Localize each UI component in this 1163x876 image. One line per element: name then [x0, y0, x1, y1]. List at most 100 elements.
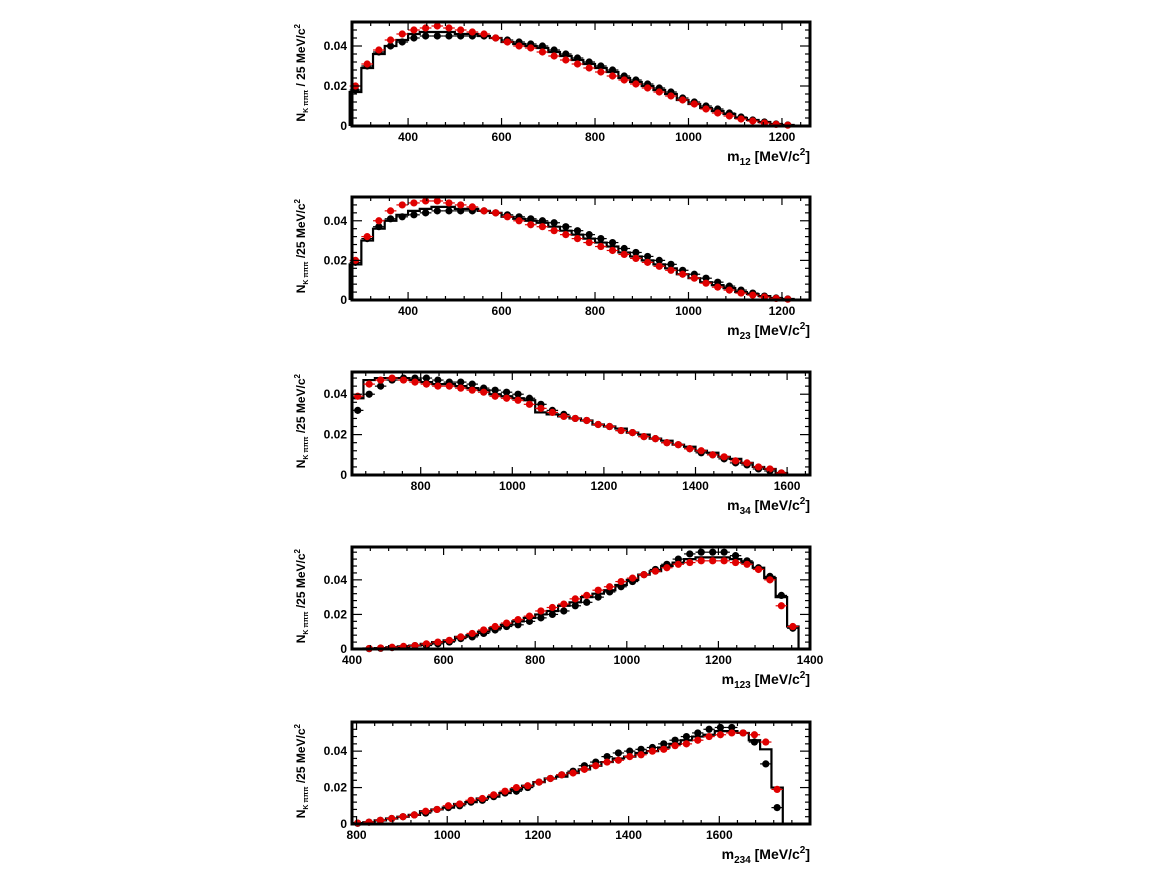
model-point: [725, 286, 733, 294]
data-point: [562, 50, 570, 58]
model-point: [525, 400, 534, 408]
data-point: [538, 217, 547, 225]
model-point: [597, 68, 605, 76]
model-point: [377, 376, 385, 384]
data-point: [608, 66, 617, 74]
model-point: [457, 384, 465, 392]
model-point: [433, 197, 441, 205]
model-point: [571, 414, 579, 423]
model-point: [777, 602, 785, 610]
model-point: [562, 56, 570, 64]
model-point: [679, 96, 687, 104]
panel-4: 400 600 800 1000 1200 1400 0 0.02 0.04 m123 [MeV/…: [293, 545, 824, 691]
model-point: [422, 640, 431, 648]
x-tick-label: 1000: [499, 479, 526, 493]
model-point: [702, 105, 710, 113]
model-point: [548, 603, 556, 612]
data-point: [597, 234, 605, 243]
model-point: [457, 26, 465, 34]
data-point: [716, 723, 725, 732]
model-point: [514, 396, 522, 404]
data-point: [709, 548, 717, 556]
data-point: [705, 725, 713, 733]
model-point: [468, 28, 476, 36]
model-point: [614, 756, 623, 764]
model-point: [480, 207, 488, 215]
model-point: [410, 199, 418, 207]
y-axis-label-sup: 2: [293, 723, 302, 728]
y-tick-label: 0.04: [324, 387, 348, 401]
data-point: [538, 42, 547, 50]
x-tick-label: 1600: [706, 828, 733, 842]
data-point: [620, 244, 628, 253]
model-point: [422, 807, 430, 815]
model-point: [422, 24, 430, 32]
model-point: [515, 42, 523, 50]
y-tick-label: 0.02: [324, 79, 348, 93]
data-point: [585, 231, 593, 239]
x-tick-label: 600: [492, 304, 512, 318]
data-point: [386, 215, 395, 223]
model-point: [433, 22, 441, 30]
data-point: [365, 390, 373, 398]
y-axis-label: NK πππ /25 MeV/c2: [293, 548, 310, 643]
model-point: [422, 197, 430, 205]
model-point: [709, 451, 717, 459]
model-point: [398, 30, 406, 38]
data-point: [682, 732, 691, 741]
model-point: [527, 44, 535, 52]
model-point: [643, 258, 652, 266]
x-tick-label: 1000: [434, 828, 461, 842]
model-point: [538, 223, 547, 231]
data-point: [445, 32, 453, 40]
data-point: [468, 380, 476, 388]
model-point: [620, 250, 628, 259]
model-point: [456, 800, 464, 808]
model-point: [585, 64, 593, 72]
y-axis-label-sup: 2: [293, 198, 302, 203]
model-point: [648, 747, 657, 755]
model-point: [548, 408, 556, 416]
plot-frame: [350, 370, 812, 477]
data-point: [422, 374, 431, 382]
model-point: [492, 34, 500, 42]
y-axis-label-main: N: [294, 113, 308, 122]
model-point: [457, 633, 465, 641]
data-point: [594, 593, 602, 601]
x-tick-label: 1000: [675, 130, 702, 144]
model-point: [502, 394, 511, 402]
model-point: [365, 380, 373, 388]
data-point: [697, 548, 705, 556]
y-tick-label: 0.02: [324, 781, 348, 795]
model-point: [503, 38, 511, 46]
model-point: [632, 254, 640, 263]
y-tick-label: 0.04: [324, 744, 348, 758]
data-point: [398, 38, 406, 46]
x-axis-label-unit: [MeV/c: [751, 671, 800, 687]
x-axis-label-unit: [MeV/c: [751, 846, 800, 862]
model-point: [686, 558, 694, 567]
y-axis-label-unit: /25 MeV/c: [294, 378, 308, 436]
data-point: [585, 58, 593, 66]
model-point: [527, 221, 535, 229]
model-point: [640, 571, 648, 579]
data-point: [632, 248, 640, 257]
data-point: [637, 745, 645, 753]
data-point: [655, 256, 663, 264]
model-point: [773, 785, 781, 793]
model-point: [750, 731, 759, 739]
model-point: [594, 420, 602, 429]
model-point: [375, 217, 383, 225]
x-axis-label-unit: [MeV/c: [751, 322, 800, 338]
y-axis-label-sup: 2: [293, 373, 302, 378]
y-tick-label: 0: [340, 293, 347, 307]
model-point: [667, 266, 675, 274]
model-point: [663, 564, 671, 572]
data-point: [617, 583, 625, 591]
data-point: [720, 548, 728, 556]
data-point: [377, 382, 385, 390]
